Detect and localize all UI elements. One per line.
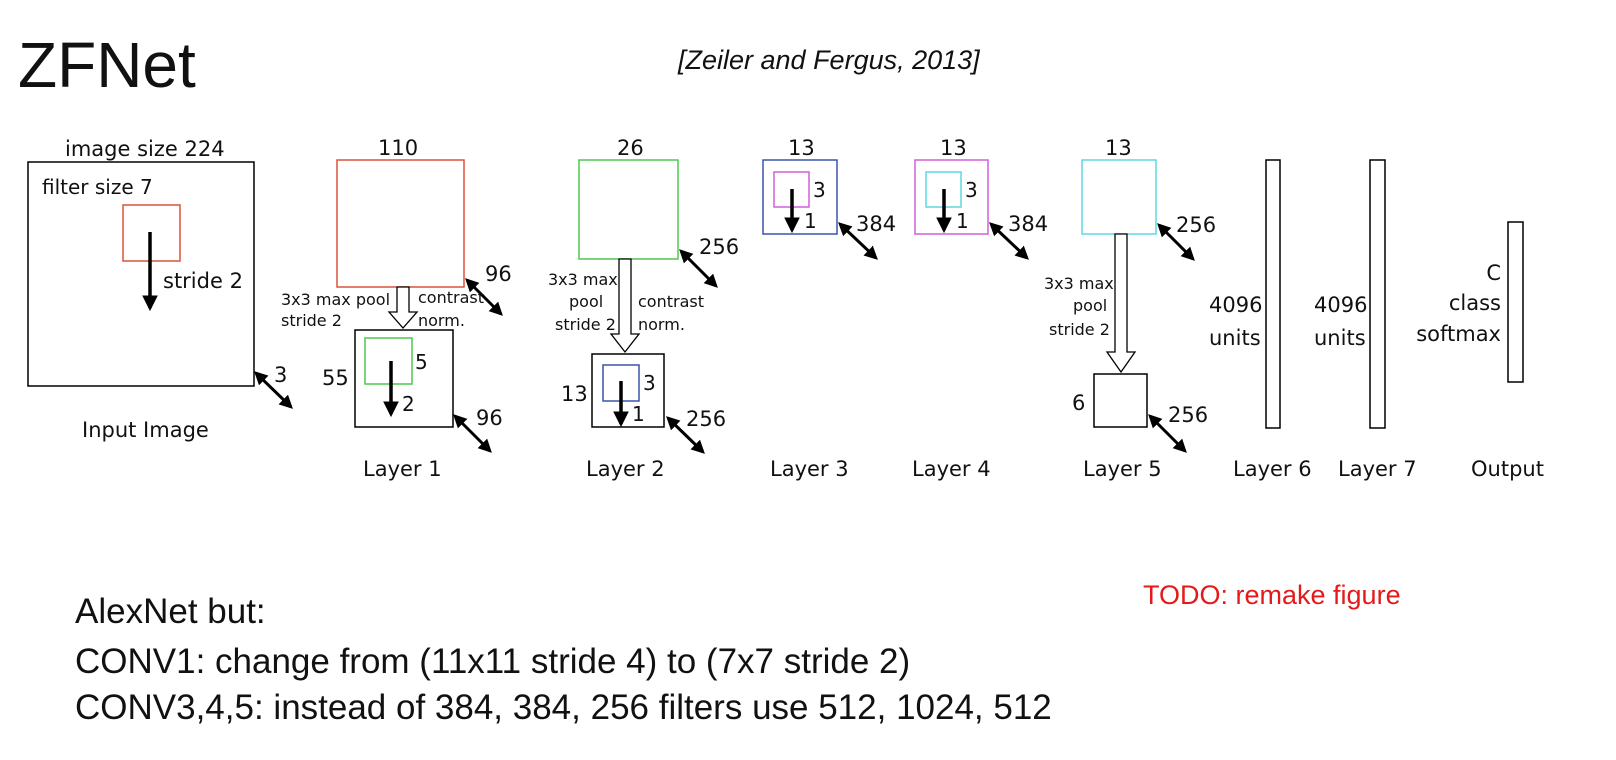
layer2-conv-box [578, 159, 679, 260]
layer1-caption: Layer 1 [363, 457, 442, 481]
layer4-depth-arrow [989, 222, 1029, 260]
layer7-units-2: units [1314, 326, 1366, 350]
output-label-2: class [1449, 291, 1501, 315]
input-stride-label: stride 2 [163, 269, 243, 293]
layer1-depth-bottom: 96 [476, 406, 503, 430]
layer2-norm-label-2: norm. [638, 315, 685, 334]
layer5-pool-label-1: 3x3 max [1044, 274, 1114, 293]
layer5-pool-label-2: pool [1073, 296, 1107, 315]
note-line-2: CONV1: change from (11x11 stride 4) to (… [75, 642, 911, 681]
layer3-stride-label: 1 [804, 209, 817, 233]
layer1-depth-top: 96 [485, 262, 512, 286]
layer5-depth-arrow-bottom [1148, 414, 1187, 453]
layer2-pool-label-3: stride 2 [555, 315, 616, 334]
layer3-size-label: 13 [788, 136, 815, 160]
layer3-depth-label: 384 [856, 212, 896, 236]
layer3-depth-arrow [838, 222, 878, 260]
input-depth-label: 3 [274, 363, 287, 387]
layer2-norm-label-1: contrast [638, 292, 704, 311]
output-bar [1507, 221, 1524, 383]
layer4-filter-label: 3 [965, 178, 978, 202]
layer6-caption: Layer 6 [1233, 457, 1312, 481]
layer2-filter-label: 3 [643, 371, 656, 395]
slide-title: ZFNet [18, 29, 196, 101]
layer1-conv-box [336, 159, 465, 288]
layer6-units-2: units [1209, 326, 1261, 350]
layer4-stride-label: 1 [956, 209, 969, 233]
layer5-depth-arrow-top [1157, 223, 1195, 261]
output-label-3: softmax [1416, 322, 1501, 346]
input-filter-label: filter size 7 [42, 175, 153, 199]
layer5-pool-label-3: stride 2 [1049, 320, 1110, 339]
layer5-pool-arrow [1105, 233, 1137, 374]
input-caption: Input Image [82, 418, 209, 442]
layer2-caption: Layer 2 [586, 457, 665, 481]
note-line-1: AlexNet but: [75, 592, 266, 631]
layer2-pool-arrow [609, 258, 641, 354]
citation: [Zeiler and Fergus, 2013] [678, 45, 980, 75]
layer3-caption: Layer 3 [770, 457, 849, 481]
output-label-1: C [1486, 261, 1501, 285]
layer5-pooled-size: 6 [1072, 391, 1085, 415]
layer7-fc-bar [1369, 159, 1386, 429]
todo-note: TODO: remake figure [1143, 580, 1401, 610]
layer5-caption: Layer 5 [1083, 457, 1162, 481]
layer7-units-1: 4096 [1314, 293, 1367, 317]
layer2-pool-label-2: pool [569, 292, 603, 311]
layer1-pooled-box [354, 329, 454, 428]
layer1-pool-arrow [387, 286, 419, 329]
layer4-depth-label: 384 [1008, 212, 1048, 236]
layer3-conv-box [762, 159, 838, 235]
layer2-depth-arrow-bottom [666, 416, 705, 454]
layer6-fc-bar [1265, 159, 1281, 429]
layer1-depth-arrow-top [465, 278, 503, 316]
layer1-depth-arrow-bottom [453, 414, 492, 453]
layer1-size-label: 110 [378, 136, 418, 160]
layer1-filter-label: 5 [415, 350, 428, 374]
layer2-pooled-size: 13 [561, 382, 588, 406]
output-caption: Output [1471, 457, 1544, 481]
layer2-size-label: 26 [617, 136, 644, 160]
layer5-conv-box [1081, 159, 1157, 235]
layer1-pool-label-2: stride 2 [281, 311, 342, 330]
layer1-stride-label: 2 [402, 392, 415, 416]
layer2-depth-top: 256 [699, 235, 739, 259]
layer1-filter-box [364, 337, 413, 385]
note-line-3: CONV3,4,5: instead of 384, 384, 256 filt… [75, 688, 1052, 727]
layer5-size-label: 13 [1105, 136, 1132, 160]
layer6-units-1: 4096 [1209, 293, 1262, 317]
layer1-pool-label-1: 3x3 max pool [281, 290, 390, 309]
layer3-filter-label: 3 [813, 178, 826, 202]
layer5-pooled-box [1093, 373, 1148, 428]
input-size-label: image size 224 [65, 137, 225, 161]
input-depth-arrow [254, 371, 293, 409]
layer7-caption: Layer 7 [1338, 457, 1417, 481]
layer5-depth-top: 256 [1176, 213, 1216, 237]
layer1-norm-label-2: norm. [418, 311, 465, 330]
layer2-depth-arrow-top [679, 249, 718, 288]
layer4-size-label: 13 [940, 136, 967, 160]
layer5-depth-bottom: 256 [1168, 403, 1208, 427]
layer4-caption: Layer 4 [912, 457, 991, 481]
layer2-stride-label: 1 [632, 402, 645, 426]
layer1-pooled-size: 55 [322, 366, 349, 390]
input-image-box [27, 161, 255, 387]
layer1-norm-label-1: contrast [418, 288, 484, 307]
layer4-conv-box [914, 159, 989, 235]
layer2-pool-label-1: 3x3 max [548, 270, 618, 289]
layer2-depth-bottom: 256 [686, 407, 726, 431]
